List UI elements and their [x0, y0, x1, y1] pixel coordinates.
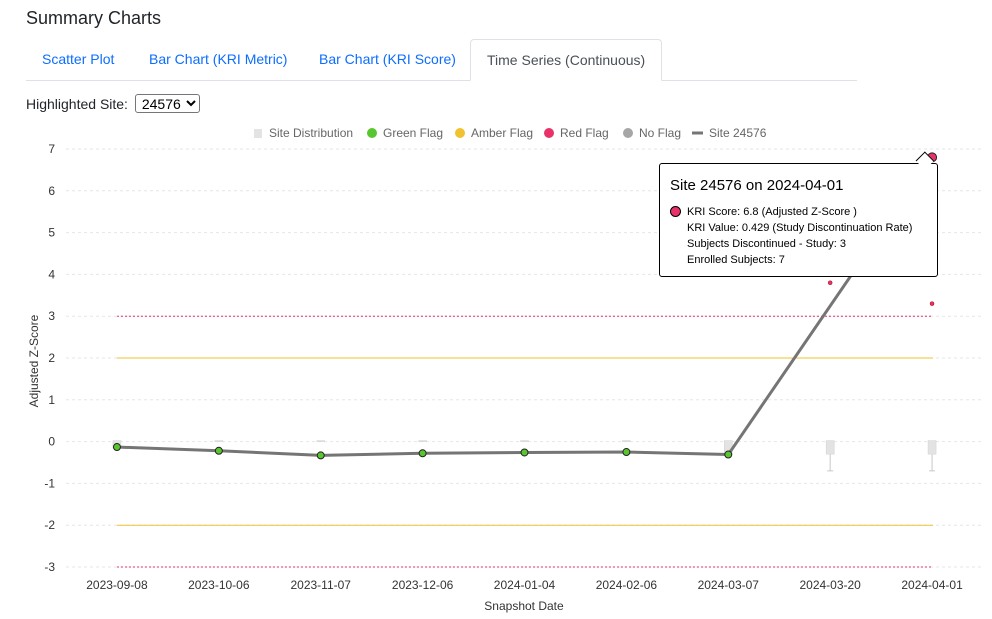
tooltip-enrolled-subjects: Enrolled Subjects: 7 [687, 254, 785, 266]
tab-time-series-continuous[interactable]: Time Series (Continuous) [470, 39, 663, 81]
highlighted-site-row: Highlighted Site: 24576 [26, 94, 200, 113]
x-tick-label: 2023-10-06 [188, 578, 250, 592]
legend-label: Amber Flag [471, 126, 533, 140]
x-axis: 2023-09-08 2023-10-06 2023-11-07 2023-12-06… [86, 578, 963, 592]
point-tooltip: Site 24576 on 2024-04-01 KRI Score: 6.8 … [659, 151, 938, 277]
threshold-lines [117, 315, 933, 568]
y-tick-label: 1 [48, 393, 55, 407]
y-tick-label: 4 [48, 267, 55, 281]
legend-box-icon [254, 129, 262, 138]
highlighted-site-label: Highlighted Site: [26, 96, 128, 112]
tab-scatter-plot[interactable]: Scatter Plot [42, 51, 115, 67]
chart-tabs: Scatter Plot Bar Chart (KRI Metric) Bar … [26, 39, 857, 81]
y-axis: -3 -2 -1 0 1 2 3 4 5 6 7 [44, 142, 55, 574]
x-tick-label: 2023-09-08 [86, 578, 148, 592]
legend-gray-icon [623, 128, 633, 138]
site-point [520, 448, 529, 457]
time-series-chart: Site Distribution Green Flag Amber Flag Red… [27, 126, 983, 613]
distribution-box [214, 440, 224, 442]
distribution-box [825, 440, 835, 455]
site-point [214, 446, 223, 455]
site-point [316, 451, 325, 460]
y-tick-label: -3 [44, 560, 55, 574]
y-tick-label: 5 [48, 226, 55, 240]
tooltip-kri-value: KRI Value: 0.429 (Study Discontinuation … [687, 222, 913, 234]
legend-red-icon [544, 128, 554, 138]
legend-label: No Flag [639, 126, 681, 140]
highlighted-site-select[interactable]: 24576 [134, 94, 200, 113]
y-tick-label: 3 [48, 309, 55, 323]
y-tick-label: 0 [48, 435, 55, 449]
site-point [622, 448, 631, 457]
tooltip-kri-score-text: KRI Score: 6.8 (Adjusted Z-Score ) [687, 206, 857, 218]
outlier-point [827, 280, 833, 286]
x-tick-label: 2024-03-20 [799, 578, 861, 592]
site-series [112, 152, 938, 460]
outlier-point [929, 301, 935, 306]
tooltip-subjects-discontinued: Subjects Discontinued - Study: 3 [687, 238, 846, 250]
legend-green-icon [367, 128, 377, 138]
page-title: Summary Charts [26, 8, 162, 28]
x-tick-label: 2023-12-06 [392, 578, 454, 592]
tab-bar-chart-kri-metric[interactable]: Bar Chart (KRI Metric) [149, 51, 288, 67]
y-axis-label: Adjusted Z-Score [27, 314, 41, 407]
tooltip-kri-score: KRI Score: 6.8 (Adjusted Z-Score ) [670, 204, 927, 220]
y-tick-label: 7 [48, 142, 55, 156]
x-axis-label: Snapshot Date [484, 599, 564, 613]
site-point [418, 449, 427, 458]
site-point [112, 443, 121, 452]
chart-legend: Site Distribution Green Flag Amber Flag Red… [254, 126, 767, 140]
legend-label: Red Flag [560, 126, 609, 140]
site-line [116, 156, 934, 457]
distribution-box [316, 440, 325, 442]
y-tick-label: 6 [48, 184, 55, 198]
distribution-box [927, 440, 937, 455]
distribution-box [418, 440, 427, 442]
legend-label: Site 24576 [709, 126, 767, 140]
legend-label: Green Flag [383, 126, 443, 140]
tooltip-red-dot [670, 206, 681, 217]
x-tick-label: 2024-01-04 [494, 578, 556, 592]
x-tick-label: 2024-04-01 [901, 578, 963, 592]
legend-amber-icon [455, 128, 465, 138]
x-tick-label: 2023-11-07 [290, 578, 351, 592]
x-tick-label: 2024-03-07 [698, 578, 760, 592]
y-tick-label: 2 [48, 351, 55, 365]
tooltip-title: Site 24576 on 2024-04-01 [670, 177, 844, 194]
legend-label: Site Distribution [269, 126, 353, 140]
distribution-box [622, 440, 631, 442]
y-tick-label: -2 [44, 518, 55, 532]
x-tick-label: 2024-02-06 [596, 578, 658, 592]
site-point [724, 450, 733, 459]
y-tick-label: -1 [44, 476, 55, 490]
distribution-box [520, 440, 529, 442]
tab-bar-chart-kri-score[interactable]: Bar Chart (KRI Score) [319, 51, 456, 67]
